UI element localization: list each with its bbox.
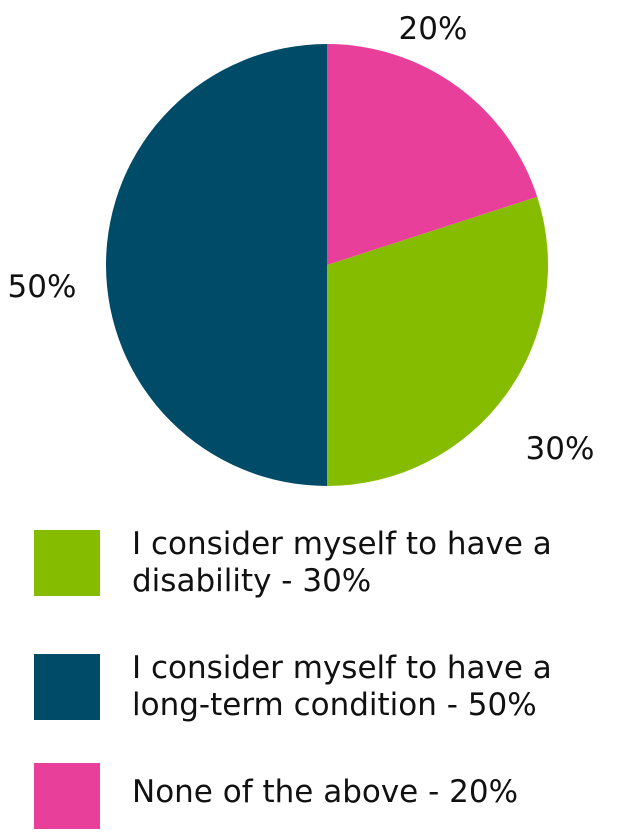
legend-item-long-term-condition: I consider myself to have a long-term co…	[34, 650, 632, 723]
legend-label-disability: I consider myself to have a disability -…	[132, 526, 552, 599]
legend-label-none-of-the-above: None of the above - 20%	[132, 774, 519, 810]
legend-swatch-none-of-the-above	[34, 763, 100, 829]
legend-label-long-term-condition: I consider myself to have a long-term co…	[132, 650, 552, 723]
legend-swatch-disability	[34, 530, 100, 596]
slice-label-none-of-the-above: 20%	[399, 11, 468, 47]
pie-slice-labels: 30% 50% 20%	[8, 11, 595, 467]
slice-label-long-term-condition: 50%	[8, 269, 77, 305]
pie-slice-long-term-condition	[106, 44, 327, 486]
legend-item-disability: I consider myself to have a disability -…	[34, 526, 632, 599]
pie-chart: 30% 50% 20%	[8, 11, 595, 486]
pie-slice-none-of-the-above	[327, 44, 538, 265]
slice-label-disability: 30%	[526, 431, 595, 467]
pie-slices	[106, 44, 548, 486]
legend-item-none-of-the-above: None of the above - 20%	[34, 763, 632, 833]
pie-slice-disability	[327, 196, 548, 486]
legend-swatch-long-term-condition	[34, 654, 100, 720]
